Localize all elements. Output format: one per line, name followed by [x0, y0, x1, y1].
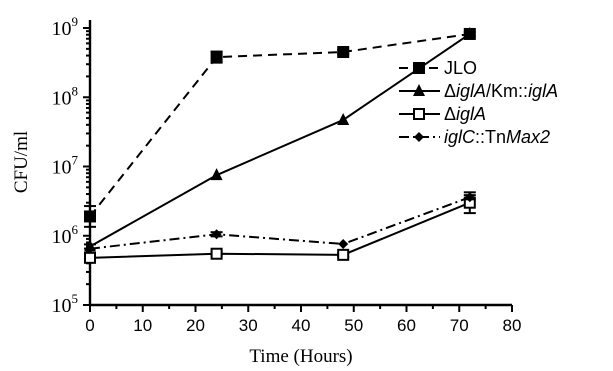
marker-filled-square — [210, 51, 223, 64]
series-line — [89, 196, 471, 250]
series-2 — [84, 191, 476, 264]
series-3 — [85, 192, 476, 254]
x-tick-label: 0 — [85, 316, 94, 335]
marker-filled-triangle — [413, 84, 425, 96]
marker-filled-diamond — [338, 239, 349, 250]
x-tick-label: 30 — [239, 316, 258, 335]
y-ticks: 105 106 107 108 109 — [52, 14, 90, 317]
marker-filled-triangle — [337, 112, 350, 125]
marker-filled-square — [84, 210, 96, 223]
series-line — [89, 33, 471, 248]
legend-label: JLO — [444, 58, 477, 78]
legend-item: ΔiglA — [399, 104, 486, 124]
marker-filled-square — [337, 46, 350, 59]
marker-filled-triangle — [463, 26, 476, 39]
x-ticks: 0 10 20 30 40 50 60 70 80 — [85, 305, 521, 335]
marker-open-square — [337, 248, 350, 261]
marker-filled-diamond — [414, 132, 424, 142]
y-tick-label: 105 — [52, 291, 79, 317]
x-axis-title: Time (Hours) — [249, 346, 352, 367]
x-tick-label: 80 — [503, 316, 522, 335]
marker-filled-diamond — [211, 229, 222, 240]
x-tick-label: 40 — [292, 316, 311, 335]
series-line — [89, 201, 471, 259]
y-axis-title: CFU/ml — [11, 131, 32, 193]
y-tick-label: 109 — [52, 14, 79, 40]
y-tick-label: 106 — [52, 222, 79, 248]
x-tick-label: 50 — [344, 316, 363, 335]
marker-filled-diamond — [85, 243, 95, 254]
x-tick-label: 20 — [186, 316, 205, 335]
legend-item: iglC::TnMax2 — [399, 127, 550, 147]
marker-filled-triangle — [210, 168, 223, 181]
legend-label: ΔiglA/Km::iglA — [444, 81, 558, 101]
y-tick-label: 107 — [52, 153, 79, 179]
x-tick-label: 60 — [397, 316, 416, 335]
marker-open-square — [210, 247, 223, 260]
series-line — [89, 32, 470, 218]
legend-label: iglC::TnMax2 — [444, 127, 550, 147]
marker-open-square — [413, 108, 425, 120]
series-0 — [84, 27, 476, 228]
legend-item: ΔiglA/Km::iglA — [399, 81, 558, 101]
marker-open-square — [84, 251, 96, 264]
legend-item: JLO — [399, 58, 477, 78]
x-tick-label: 10 — [133, 316, 152, 335]
y-tick-label: 108 — [52, 83, 79, 109]
plot-area — [84, 26, 476, 264]
marker-filled-square — [413, 62, 425, 74]
legend-label: ΔiglA — [444, 104, 486, 124]
x-tick-label: 70 — [450, 316, 469, 335]
marker-filled-diamond — [464, 192, 475, 203]
